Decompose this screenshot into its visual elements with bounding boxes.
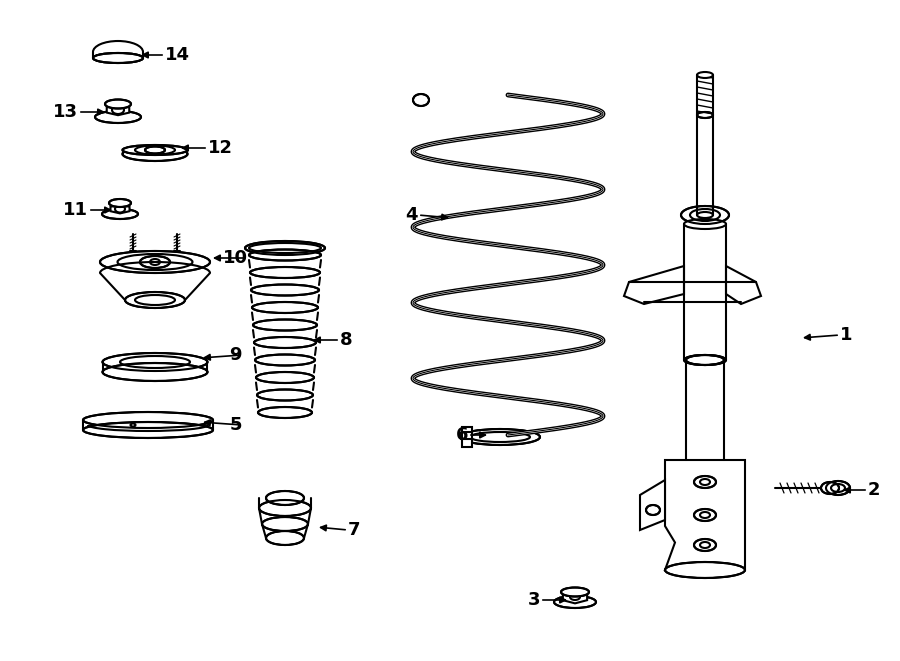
Ellipse shape — [140, 256, 170, 268]
Text: 5: 5 — [230, 416, 242, 434]
Ellipse shape — [95, 111, 141, 123]
Text: 11: 11 — [63, 201, 88, 219]
Ellipse shape — [697, 212, 713, 218]
Ellipse shape — [245, 241, 325, 255]
Ellipse shape — [256, 372, 314, 383]
Text: 1: 1 — [840, 326, 852, 344]
Ellipse shape — [694, 476, 716, 488]
Ellipse shape — [109, 199, 131, 207]
Ellipse shape — [115, 206, 125, 212]
Ellipse shape — [686, 355, 724, 365]
Ellipse shape — [83, 422, 213, 438]
Ellipse shape — [460, 429, 540, 445]
Ellipse shape — [821, 482, 839, 494]
Text: 7: 7 — [348, 521, 361, 539]
Ellipse shape — [102, 209, 138, 219]
Ellipse shape — [253, 319, 317, 330]
Polygon shape — [665, 460, 745, 570]
Polygon shape — [624, 266, 684, 304]
Ellipse shape — [145, 147, 165, 153]
Ellipse shape — [665, 562, 745, 578]
Ellipse shape — [250, 267, 320, 278]
Ellipse shape — [681, 206, 729, 224]
Ellipse shape — [83, 412, 213, 428]
Ellipse shape — [254, 337, 316, 348]
Ellipse shape — [93, 53, 143, 63]
Ellipse shape — [105, 100, 131, 108]
Ellipse shape — [646, 505, 660, 515]
Ellipse shape — [125, 292, 185, 308]
Ellipse shape — [262, 517, 308, 531]
Ellipse shape — [684, 355, 726, 365]
Ellipse shape — [697, 112, 713, 118]
Ellipse shape — [694, 509, 716, 521]
Ellipse shape — [93, 53, 143, 63]
Text: 14: 14 — [165, 46, 190, 64]
Ellipse shape — [259, 500, 311, 516]
Ellipse shape — [257, 389, 313, 401]
Ellipse shape — [266, 531, 304, 545]
Ellipse shape — [684, 219, 726, 229]
Ellipse shape — [554, 596, 596, 608]
Text: 8: 8 — [340, 331, 353, 349]
Polygon shape — [726, 266, 761, 304]
Ellipse shape — [249, 249, 321, 260]
Ellipse shape — [103, 363, 208, 381]
Text: 4: 4 — [406, 206, 418, 224]
Ellipse shape — [694, 539, 716, 551]
Ellipse shape — [826, 481, 850, 495]
Ellipse shape — [255, 354, 315, 366]
Text: 3: 3 — [527, 591, 540, 609]
Ellipse shape — [122, 145, 187, 155]
Ellipse shape — [103, 353, 208, 371]
Text: 10: 10 — [223, 249, 248, 267]
Polygon shape — [562, 591, 587, 603]
Ellipse shape — [100, 251, 210, 273]
Ellipse shape — [252, 302, 318, 313]
Polygon shape — [107, 105, 130, 115]
Text: 2: 2 — [868, 481, 880, 499]
Ellipse shape — [251, 284, 319, 295]
Polygon shape — [111, 205, 130, 214]
Text: 9: 9 — [230, 346, 242, 364]
Ellipse shape — [413, 94, 429, 106]
Ellipse shape — [697, 72, 713, 78]
Ellipse shape — [258, 407, 312, 418]
Polygon shape — [462, 427, 472, 447]
Polygon shape — [640, 480, 665, 530]
Text: 12: 12 — [208, 139, 233, 157]
Ellipse shape — [266, 491, 304, 505]
Ellipse shape — [112, 106, 124, 114]
Text: 6: 6 — [455, 426, 468, 444]
Ellipse shape — [122, 147, 187, 161]
Text: 13: 13 — [53, 103, 78, 121]
Ellipse shape — [561, 588, 589, 596]
